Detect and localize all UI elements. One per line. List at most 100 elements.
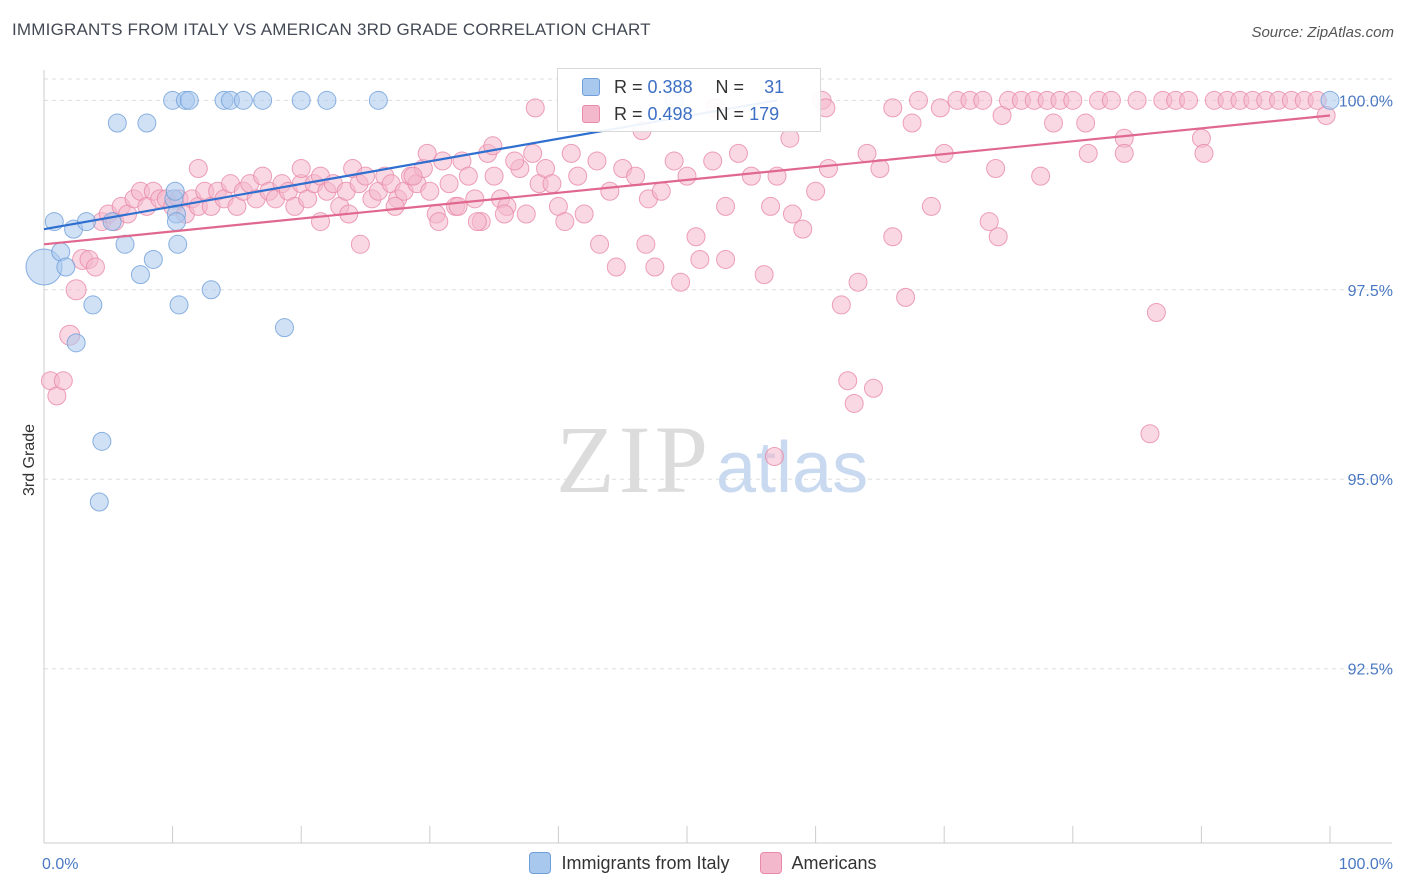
watermark-zip: ZIP [556,406,712,513]
italy-point [130,265,150,285]
americans-point [716,249,736,269]
americans-point [505,151,525,171]
americans-point [429,212,449,232]
americans-point [1044,113,1064,133]
legend-n-value: 31 [764,76,785,97]
americans-point [671,272,691,292]
americans-point [1031,166,1051,186]
bottom-legend-label-italy: Immigrants from Italy [561,852,730,873]
americans-point [606,257,626,277]
italy-point [368,90,388,110]
legend-box: R = 0.388 N = 31 R = 0.498 N = 179 [557,68,821,132]
americans-point [690,249,710,269]
americans-point [664,151,684,171]
americans-point [863,378,883,398]
italy-point [89,492,109,512]
italy-point [115,234,135,254]
americans-point [1127,90,1147,110]
x-tick-label: 0.0% [42,856,78,873]
legend-n-value: 179 [749,103,780,124]
americans-point [385,196,405,216]
americans-point [1114,143,1134,163]
legend-r-value: 0.498 [647,103,693,124]
americans-point [636,234,656,254]
americans-point [1140,424,1160,444]
americans-point [754,265,774,285]
legend-row-italy: R = 0.388 N = 31 [582,75,784,99]
italy-point [83,295,103,315]
watermark: ZIP atlas [556,406,868,513]
americans-point [574,204,594,224]
americans-point [188,159,208,179]
italy-point [56,257,76,277]
italy-point [1320,90,1340,110]
americans-point [703,151,723,171]
americans-point [988,227,1008,247]
americans-point [291,159,311,179]
americans-point [844,393,864,413]
americans-point [818,159,838,179]
americans-point [1179,90,1199,110]
americans-point [65,279,87,301]
italy-point [143,249,163,269]
americans-point [525,98,545,118]
americans-point [741,166,761,186]
americans-point [555,212,575,232]
bottom-legend-label-americans: Americans [791,852,877,873]
bottom-legend-italy: Immigrants from Italy [529,852,730,874]
americans-point [53,371,73,391]
axes [43,70,1392,844]
americans-point [85,257,105,277]
americans-point [896,287,916,307]
y-tick-label: 97.5% [1348,283,1393,300]
italy-point [165,181,185,201]
americans-point [542,174,562,194]
americans-point [420,181,440,201]
americans-point [908,90,928,110]
americans-point [848,272,868,292]
americans-point [782,204,802,224]
italy-point [169,295,189,315]
americans-point [1063,90,1083,110]
legend-n-label: N = [715,76,745,97]
americans-point [764,447,784,466]
italy-point [317,90,337,110]
americans-point [568,166,588,186]
legend-row-americans: R = 0.498 N = 179 [582,102,779,126]
americans-point [973,90,993,110]
italy-point [166,212,186,232]
bottom-legend-americans: Americans [759,852,877,874]
tick-labels: 100.0% 97.5% 95.0% 92.5% 0.0% 100.0% [42,93,1393,873]
source-label: Source: ZipAtlas.com [1251,24,1394,41]
americans-point [831,295,851,315]
legend-swatch-italy [582,78,600,96]
americans-point [484,166,504,186]
americans-point [1194,143,1214,163]
watermark-atlas: atlas [716,428,868,508]
italy-points [25,90,1340,512]
legend-r-label: R = [614,76,643,97]
americans-point [838,371,858,391]
americans-point [465,189,485,209]
americans-point [921,196,941,216]
americans-point [930,98,950,118]
bottom-legend-swatch-americans [759,852,782,874]
americans-point [806,181,826,201]
italy-point [179,90,199,110]
americans-point [448,196,468,216]
legend-n-label: N = [715,103,745,124]
y-axis-label: 3rd Grade [21,424,38,496]
italy-point [66,333,86,353]
americans-point [458,166,478,186]
americans-point [523,143,543,163]
italy-point [201,280,221,300]
americans-point [494,204,514,224]
chart-title: IMMIGRANTS FROM ITALY VS AMERICAN 3RD GR… [12,20,651,39]
italy-point [233,90,253,110]
americans-point [761,196,781,216]
americans-point [600,181,620,201]
americans-point [467,212,487,232]
legend-r-value: 0.388 [647,76,693,97]
italy-point [168,234,188,254]
